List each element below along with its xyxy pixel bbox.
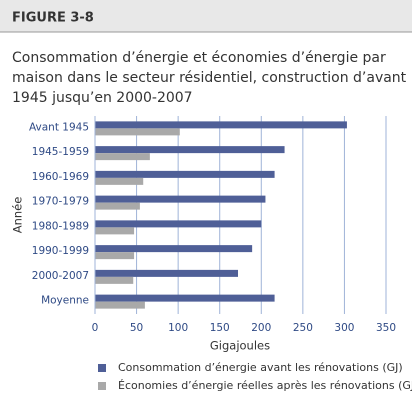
figure-label: FIGURE 3-8 [12,11,94,26]
y-tick-label: 1970-1979 [32,196,89,208]
x-tick-label: 50 [130,322,143,334]
y-tick-label: 1960-1969 [32,171,89,183]
bar [95,252,135,260]
x-tick-label: 150 [210,322,230,334]
x-axis-title: Gigajoules [210,339,270,353]
header-band [0,0,412,32]
y-tick-label: 1990-1999 [32,245,89,257]
bar [95,245,253,253]
x-tick-label: 0 [92,322,99,334]
bar [95,121,347,129]
bar [95,220,262,228]
y-tick-label: 1945-1959 [32,146,89,158]
x-tick-label: 250 [293,322,313,334]
legend-swatch [98,382,106,390]
y-tick-label: 1980-1989 [32,220,89,232]
bar [95,301,145,309]
bar [95,195,266,203]
bar [95,202,140,210]
bar [95,128,180,136]
y-tick-label: Avant 1945 [29,121,89,133]
x-tick-label: 100 [168,322,188,334]
bar [95,269,239,277]
x-tick-label: 300 [334,322,354,334]
bar [95,177,144,185]
legend-label: Économies d’énergie réelles après les ré… [118,379,412,392]
x-tick-label: 200 [251,322,271,334]
bar [95,227,135,235]
y-tick-label: 2000-2007 [32,270,89,282]
bar [95,294,275,302]
title-line: maison dans le secteur résidentiel, cons… [12,70,407,86]
bar [95,153,150,161]
bar [95,170,275,178]
bar [95,146,285,154]
legend-swatch [98,364,106,372]
y-tick-label: Moyenne [41,295,89,307]
x-tick-label: 350 [376,322,396,334]
title-line: Consommation d’énergie et économies d’én… [12,50,386,66]
y-axis-title: Année [11,197,25,234]
bar [95,276,134,284]
title-line: 1945 jusqu’en 2000-2007 [12,90,193,106]
legend-label: Consommation d’énergie avant les rénovat… [118,361,403,374]
